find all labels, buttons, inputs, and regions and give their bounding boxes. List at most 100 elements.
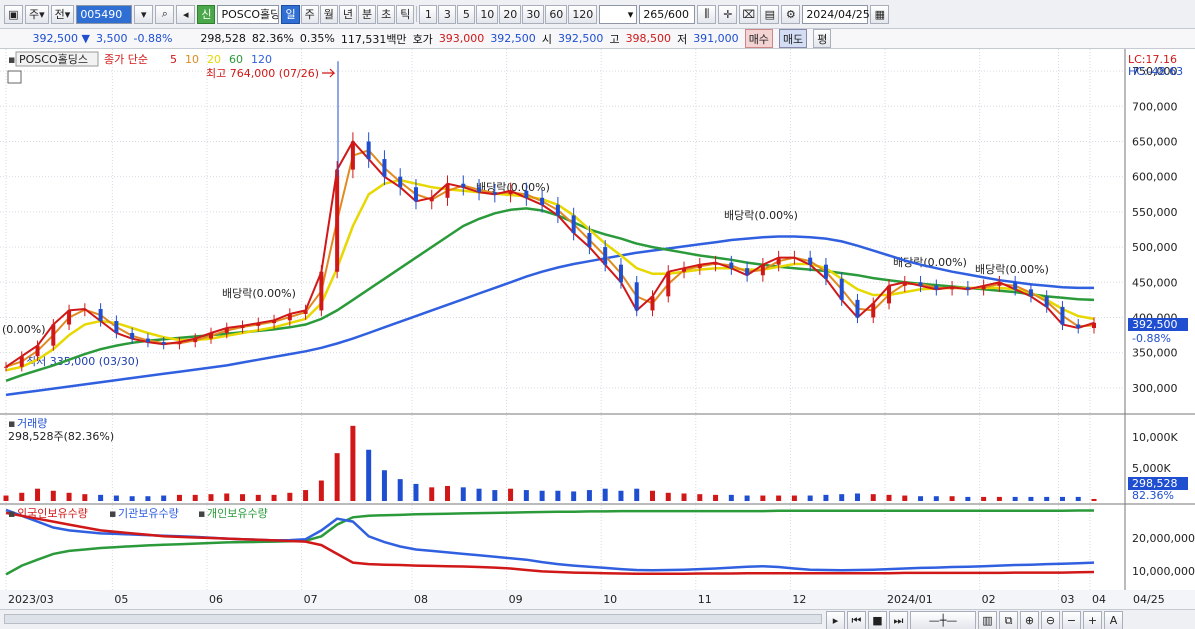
candle-body-53	[839, 278, 844, 300]
price-tag-pct: -0.88%	[1132, 332, 1171, 345]
interval-tab-3[interactable]: 10	[476, 4, 499, 24]
price-axis-label-9: 300,000	[1132, 382, 1178, 395]
period-tab-2[interactable]: 월	[319, 4, 338, 24]
interval-tabs: 1 3 5 10 20 30 60 120	[419, 4, 598, 24]
zoom-in-icon[interactable]: ⊕	[1020, 611, 1039, 629]
scroll-right-icon[interactable]: ▸	[826, 611, 845, 629]
volume-bar-64	[1012, 496, 1018, 501]
type-select[interactable]: 주 ▾	[25, 4, 49, 24]
new-badge[interactable]: 신	[197, 4, 216, 24]
scroll-track[interactable]	[4, 614, 822, 624]
period-tab-5[interactable]: 초	[377, 4, 396, 24]
legend-ma-5: 5	[170, 53, 177, 66]
zoom-out-icon[interactable]: ⊖	[1041, 611, 1060, 629]
holdings-axis-2: 10,000,000	[1132, 565, 1195, 578]
candle-body-65	[1028, 289, 1033, 297]
interval-custom-input[interactable]: ▾	[599, 4, 638, 24]
crosshair-icon[interactable]: ✛	[718, 4, 738, 24]
candle-body-17	[272, 320, 277, 324]
volume-ratio: 82.36%	[251, 32, 294, 45]
volume-bar-23	[366, 449, 372, 501]
stock-chart[interactable]: ▪ POSCO홀딩스 종가 단순 5 10 20 60 120 최고 764,000 (…	[0, 49, 1195, 609]
legend-stock-name: POSCO홀딩스	[19, 53, 88, 66]
interval-tab-4[interactable]: 20	[499, 4, 522, 24]
stock-name-field[interactable]: POSCO홀딩스	[217, 4, 280, 24]
legend-ma-periods: 5 10 20 60 120	[170, 53, 272, 66]
volume-bar-0	[3, 495, 9, 501]
interval-tab-6[interactable]: 60	[545, 4, 568, 24]
turnover-ratio: 0.35%	[299, 32, 335, 45]
candle-body-11	[177, 342, 182, 345]
zoom-slider[interactable]: —┼—	[910, 611, 976, 629]
copy-icon[interactable]: ⧉	[999, 611, 1018, 629]
interval-tab-2[interactable]: 5	[457, 4, 476, 24]
calendar-icon[interactable]: ▦	[870, 4, 890, 24]
volume-bar-34	[539, 490, 545, 501]
bottom-scrollbar[interactable]: ▸ ⏮ ■ ⏭ —┼— ▥ ⧉ ⊕ ⊖ − + A	[0, 609, 1195, 629]
volume-bar-38	[602, 488, 608, 501]
trash-icon[interactable]: ⌧	[739, 4, 759, 24]
table-icon[interactable]	[7, 70, 22, 84]
ma120-line	[5, 235, 1094, 397]
candle-body-59	[934, 285, 939, 290]
price-axis-label-2: 650,000	[1132, 135, 1178, 148]
plus-icon[interactable]: +	[1083, 611, 1102, 629]
period-tab-1[interactable]: 주	[300, 4, 319, 24]
candle-body-32	[508, 190, 513, 195]
low-price: 391,000	[693, 32, 739, 45]
candle-body-34	[540, 197, 545, 205]
ask-price: 393,000	[438, 32, 485, 45]
search-icon[interactable]: ⌕	[155, 4, 175, 24]
count-total: /600	[664, 7, 690, 21]
volume-bar-49	[776, 495, 782, 501]
dropdown-icon[interactable]: ▾	[134, 4, 154, 24]
text-icon[interactable]: A	[1104, 611, 1123, 629]
interval-tab-5[interactable]: 30	[522, 4, 545, 24]
candle-body-18	[287, 313, 292, 321]
volume-bar-1	[19, 492, 25, 501]
candle-body-22	[350, 141, 355, 170]
open-price: 392,500	[557, 32, 604, 45]
interval-tab-7[interactable]: 120	[568, 4, 598, 24]
speaker-icon[interactable]: ◂	[176, 4, 196, 24]
volume-bar-6	[98, 494, 104, 501]
interval-tab-1[interactable]: 3	[438, 4, 457, 24]
gear-icon[interactable]: ⚙	[781, 4, 801, 24]
holdings-marker-1: ▪	[109, 507, 116, 520]
stop-icon[interactable]: ■	[868, 611, 887, 629]
candle-body-49	[776, 257, 781, 265]
volume-axis-2: 5,000K	[1132, 462, 1171, 475]
window-icon[interactable]: ▣	[4, 4, 23, 24]
period-tab-6[interactable]: 틱	[396, 4, 415, 24]
legend-close-label: 종가 단순	[104, 53, 148, 66]
chart-background	[0, 49, 1195, 609]
avg-button[interactable]: 평	[813, 29, 832, 48]
period-tab-4[interactable]: 분	[357, 4, 377, 24]
minus-icon[interactable]: −	[1062, 611, 1081, 629]
period-tab-3[interactable]: 년	[338, 4, 357, 24]
buy-button[interactable]: 매수	[744, 29, 773, 48]
save-icon[interactable]: ▤	[760, 4, 780, 24]
x-axis-label-1: 05	[114, 593, 128, 606]
current-price: 392,500 ▼	[32, 32, 90, 45]
volume-bar-33	[523, 490, 529, 501]
dividend-annotation-3: 배당락(0.00%)	[724, 209, 798, 222]
candle-body-12	[193, 338, 198, 343]
candle-body-62	[981, 285, 986, 290]
interval-tab-0[interactable]: 1	[419, 4, 438, 24]
candle-icon[interactable]: ⫼	[697, 4, 717, 24]
scroll-last-icon[interactable]: ⏭	[889, 611, 908, 629]
volume-bars	[3, 425, 1097, 501]
x-axis-label-10: 02	[982, 593, 996, 606]
candle-body-23	[366, 141, 371, 160]
candle-body-13	[208, 332, 213, 339]
date-input[interactable]: 2024/04/25	[802, 4, 870, 24]
layout-icon[interactable]: ▥	[978, 611, 997, 629]
stock-code-input[interactable]: 005490	[76, 4, 133, 24]
count-input[interactable]: 265/600	[639, 4, 696, 24]
sell-button[interactable]: 매도	[778, 29, 808, 48]
scroll-first-icon[interactable]: ⏮	[847, 611, 866, 629]
full-select[interactable]: 전 ▾	[50, 4, 75, 24]
candle-body-57	[902, 282, 907, 286]
period-tab-0[interactable]: 일	[281, 4, 300, 24]
